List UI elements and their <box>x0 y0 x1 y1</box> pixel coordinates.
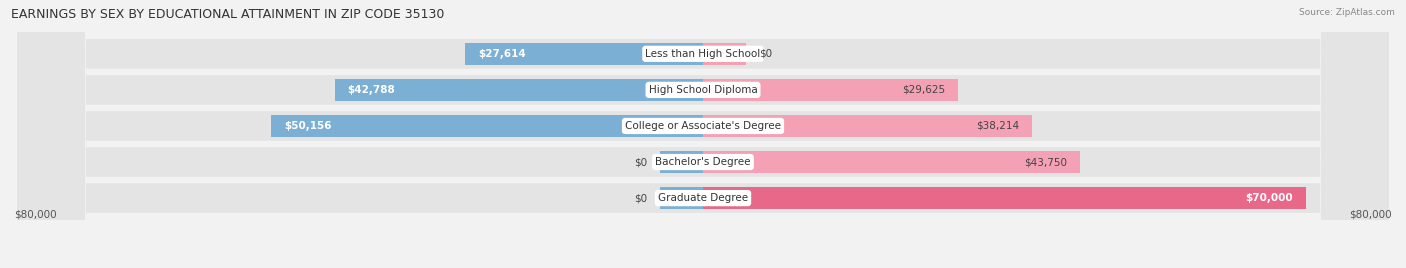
Text: Bachelor's Degree: Bachelor's Degree <box>655 157 751 167</box>
Text: College or Associate's Degree: College or Associate's Degree <box>626 121 780 131</box>
FancyBboxPatch shape <box>17 0 1389 268</box>
Text: $0: $0 <box>634 157 647 167</box>
Bar <box>659 151 703 173</box>
FancyBboxPatch shape <box>17 0 1389 268</box>
Bar <box>703 43 747 65</box>
Bar <box>703 151 1080 173</box>
FancyBboxPatch shape <box>17 0 1389 268</box>
Text: Less than High School: Less than High School <box>645 49 761 59</box>
Bar <box>703 115 1032 137</box>
Text: $50,156: $50,156 <box>284 121 332 131</box>
Bar <box>703 79 957 101</box>
Text: $42,788: $42,788 <box>347 85 395 95</box>
Text: Source: ZipAtlas.com: Source: ZipAtlas.com <box>1299 8 1395 17</box>
FancyBboxPatch shape <box>17 0 1389 268</box>
FancyBboxPatch shape <box>17 0 1389 268</box>
Text: $80,000: $80,000 <box>1350 210 1392 220</box>
Bar <box>465 43 703 65</box>
Text: $29,625: $29,625 <box>903 85 945 95</box>
Text: EARNINGS BY SEX BY EDUCATIONAL ATTAINMENT IN ZIP CODE 35130: EARNINGS BY SEX BY EDUCATIONAL ATTAINMEN… <box>11 8 444 21</box>
Text: $38,214: $38,214 <box>976 121 1019 131</box>
Text: $27,614: $27,614 <box>478 49 526 59</box>
Text: $0: $0 <box>634 193 647 203</box>
Bar <box>335 79 703 101</box>
Bar <box>703 187 1306 209</box>
Bar <box>271 115 703 137</box>
Text: $43,750: $43,750 <box>1024 157 1067 167</box>
Bar <box>659 187 703 209</box>
Text: $70,000: $70,000 <box>1246 193 1294 203</box>
Text: $0: $0 <box>759 49 772 59</box>
Text: $80,000: $80,000 <box>14 210 56 220</box>
Text: High School Diploma: High School Diploma <box>648 85 758 95</box>
Text: Graduate Degree: Graduate Degree <box>658 193 748 203</box>
